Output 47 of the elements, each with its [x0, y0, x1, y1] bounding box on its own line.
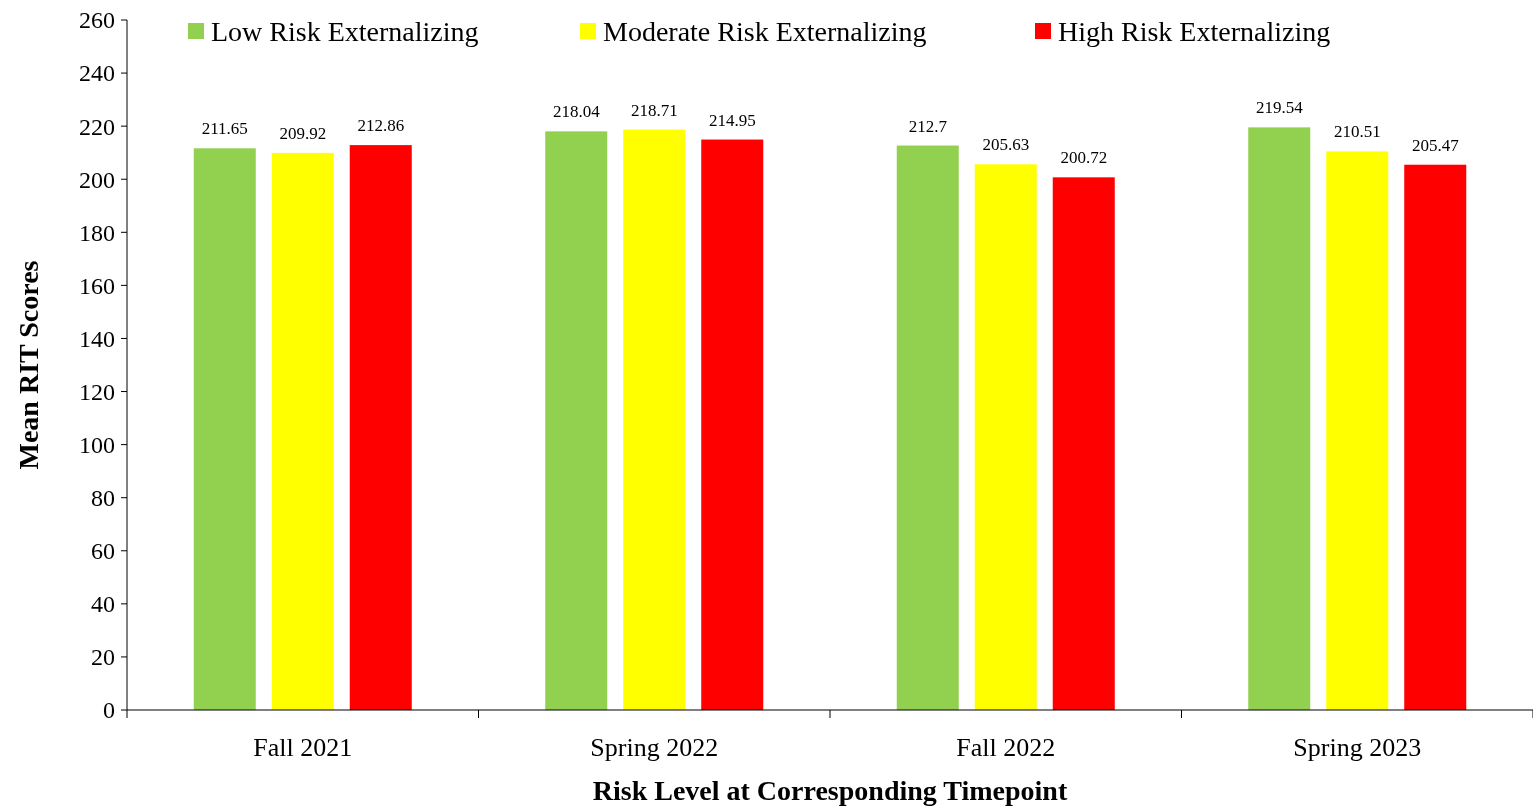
- data-label: 212.86: [357, 116, 405, 136]
- bar: [1052, 177, 1115, 710]
- bar: [193, 148, 256, 710]
- data-label: 212.7: [908, 116, 948, 136]
- legend-label: High Risk Externalizing: [1058, 15, 1331, 47]
- y-tick-label: 140: [79, 325, 115, 352]
- bar: [623, 129, 686, 710]
- y-tick-label: 260: [79, 7, 115, 34]
- bar: [701, 139, 764, 710]
- data-label: 214.95: [708, 110, 756, 130]
- data-label: 205.47: [1411, 135, 1460, 155]
- bar: [349, 145, 412, 710]
- data-label: 219.54: [1255, 98, 1304, 118]
- data-label: 211.65: [201, 119, 248, 139]
- y-tick-label: 0: [103, 697, 115, 724]
- y-axis-title: Mean RIT Scores: [13, 260, 44, 470]
- x-tick-label: Spring 2022: [590, 733, 719, 762]
- bar: [271, 152, 334, 710]
- x-tick-label: Fall 2021: [253, 733, 353, 762]
- bar: [1248, 127, 1311, 710]
- data-label: 218.71: [630, 100, 678, 120]
- y-tick-label: 40: [91, 591, 115, 618]
- y-tick-label: 20: [91, 644, 115, 671]
- y-tick-label: 80: [91, 485, 115, 512]
- legend-label: Moderate Risk Externalizing: [603, 15, 927, 47]
- data-label: 218.04: [552, 102, 601, 122]
- y-tick-label: 160: [79, 272, 115, 299]
- y-tick-label: 200: [79, 166, 115, 193]
- bar: [545, 131, 608, 710]
- y-tick-label: 60: [91, 538, 115, 565]
- x-axis-title: Risk Level at Corresponding Timepoint: [592, 775, 1068, 806]
- data-label: 209.92: [279, 123, 327, 143]
- x-tick-label: Fall 2022: [956, 733, 1056, 762]
- data-label: 205.63: [982, 135, 1030, 155]
- bar: [974, 164, 1037, 710]
- bar: [1404, 164, 1467, 710]
- y-tick-label: 220: [79, 113, 115, 140]
- y-tick-label: 180: [79, 219, 115, 246]
- y-tick-label: 120: [79, 378, 115, 405]
- x-tick-label: Spring 2023: [1293, 733, 1422, 762]
- bar: [896, 145, 959, 710]
- y-tick-label: 240: [79, 60, 115, 87]
- legend-label: Low Risk Externalizing: [211, 15, 479, 47]
- y-tick-label: 100: [79, 432, 115, 459]
- bar: [1326, 151, 1389, 710]
- data-label: 210.51: [1333, 122, 1381, 142]
- data-label: 200.72: [1060, 148, 1108, 168]
